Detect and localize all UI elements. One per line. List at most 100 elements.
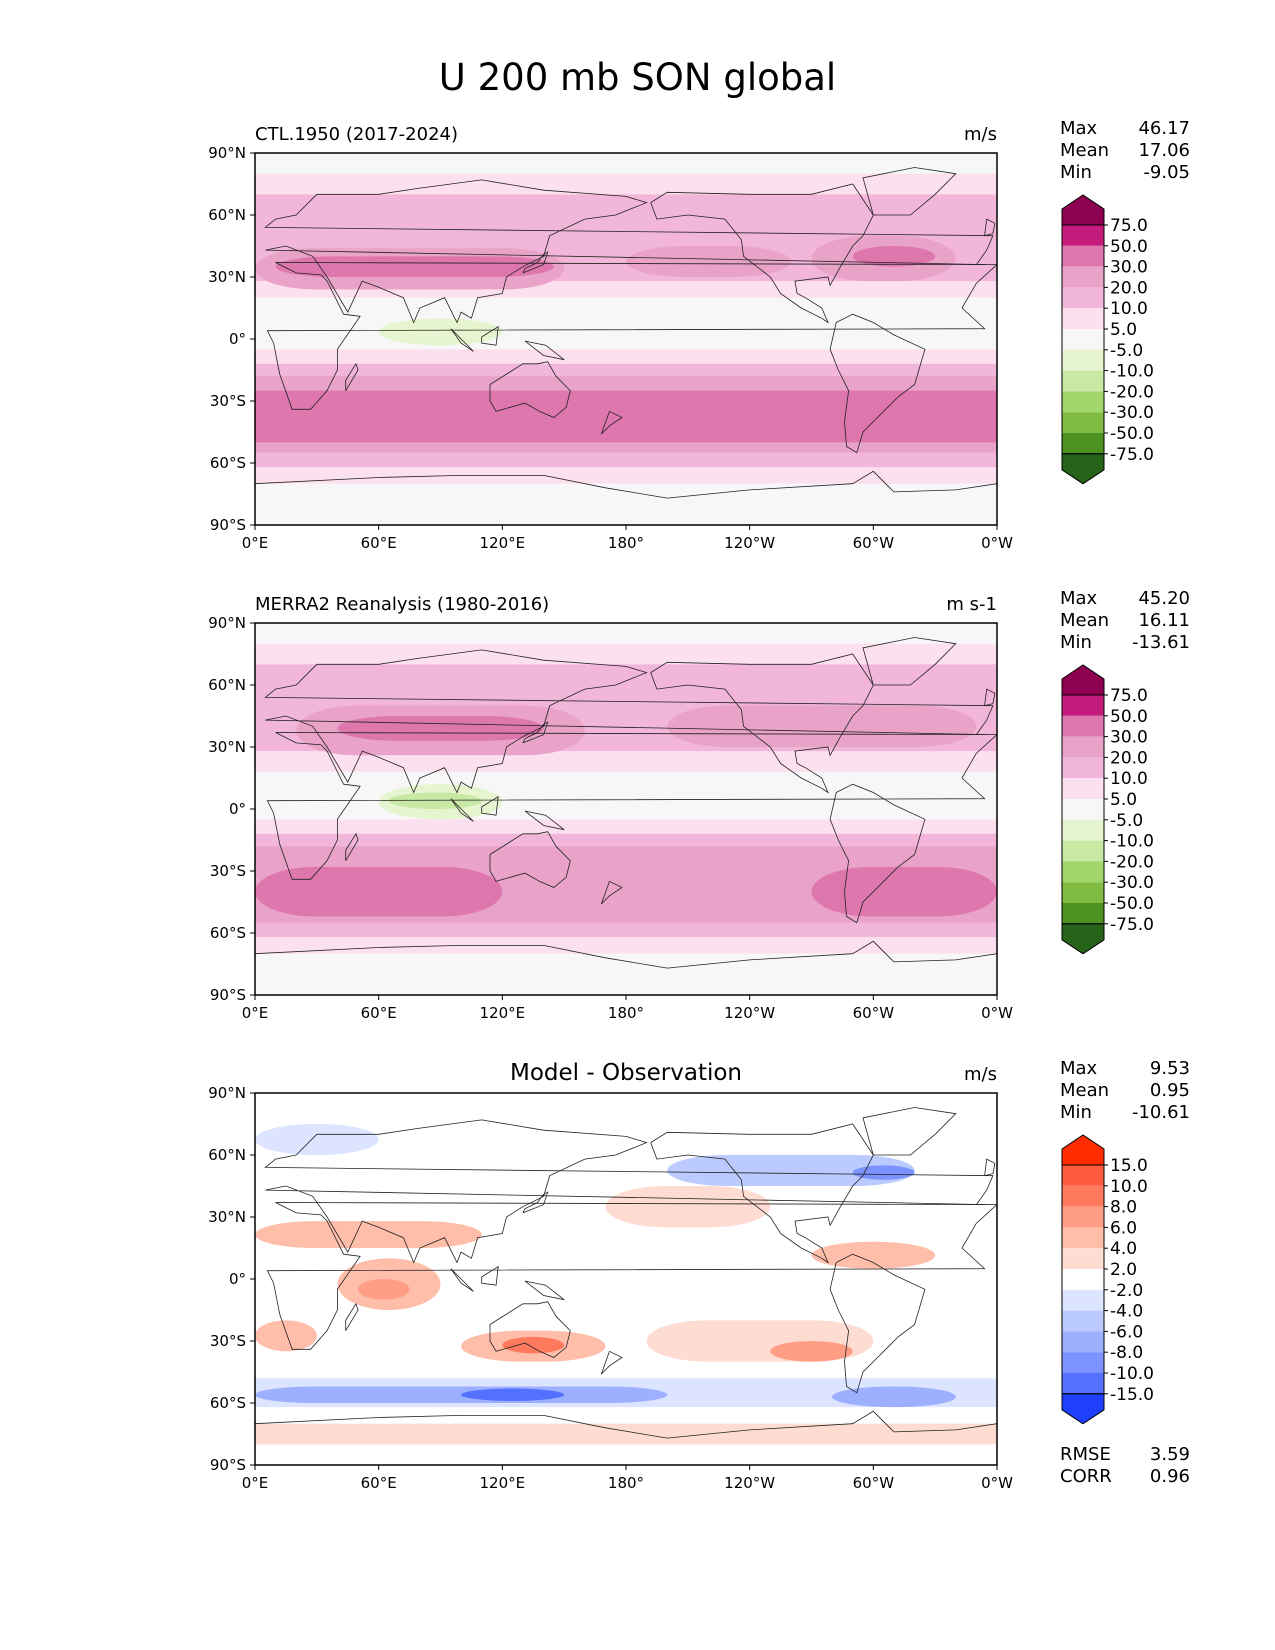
panel-title: Model - Observation — [509, 1060, 743, 1086]
contour-band — [388, 792, 482, 809]
colorbar-swatch — [1062, 349, 1104, 371]
coastline — [600, 410, 623, 435]
coastline — [255, 470, 997, 525]
page-title: U 200 mb SON global — [438, 56, 837, 99]
colorbar-label: 8.0 — [1110, 1198, 1137, 1218]
x-tick-label: 60°E — [361, 1004, 397, 1022]
coastline — [650, 183, 874, 324]
x-tick-label: 0°E — [242, 1004, 269, 1022]
colorbar-label: -2.0 — [1110, 1281, 1143, 1301]
y-tick-label: 90°S — [210, 986, 246, 1004]
x-tick-label: 120°W — [724, 1004, 775, 1022]
y-tick-label: 60°S — [210, 1394, 246, 1412]
colorbar-swatch — [1062, 1165, 1104, 1186]
coastline — [264, 179, 994, 324]
stats-block: Max 9.53 Mean 0.95 Min -10.61 — [1060, 1058, 1190, 1124]
y-tick-label: 0° — [229, 1270, 246, 1288]
colorbar-swatch — [1062, 882, 1104, 903]
stat-mean-label: Mean — [1060, 610, 1110, 631]
coastline — [266, 732, 997, 880]
colorbar-label: 30.0 — [1110, 258, 1148, 278]
y-tick-label: 30°N — [208, 268, 246, 286]
x-tick-label: 0°E — [242, 1474, 269, 1492]
contour-band — [832, 1386, 956, 1408]
colorbar-label: 50.0 — [1110, 707, 1148, 727]
x-tick-label: 0°W — [981, 1004, 1013, 1022]
stat-mean-label: Mean — [1060, 1080, 1110, 1101]
colorbar-extend-top — [1061, 664, 1105, 696]
stat-mean-value: 0.95 — [1149, 1080, 1190, 1101]
contour-band — [255, 1124, 379, 1155]
stat-max-label: Max — [1060, 118, 1098, 139]
colorbar-swatch — [1062, 1310, 1104, 1332]
colorbar-2: 75.050.030.020.010.05.0-5.0-10.0-20.0-30… — [1061, 664, 1154, 955]
colorbar-label: -8.0 — [1110, 1343, 1143, 1363]
coastline — [829, 783, 926, 924]
panel-difference: Model - Observation m/s Max 9.53 Mean 0.95… — [0, 0, 1275, 1487]
x-tick-label: 0°E — [242, 534, 269, 552]
x-tick-label: 180° — [608, 1474, 644, 1492]
y-tick-label: 90°S — [210, 1456, 246, 1474]
y-tick-label: 90°N — [208, 144, 246, 162]
colorbar-frame — [1061, 694, 1105, 925]
coastline — [481, 795, 499, 816]
colorbar-extend-bottom — [1061, 1393, 1105, 1425]
y-tick-label: 30°S — [210, 1332, 246, 1350]
colorbar-swatch — [1062, 391, 1104, 413]
colorbar-swatch — [1062, 1373, 1104, 1394]
contour-band — [811, 866, 997, 917]
coastline — [522, 251, 549, 274]
y-tick-label: 60°N — [208, 206, 246, 224]
units-label: m/s — [964, 1064, 997, 1085]
coastline — [862, 1107, 957, 1156]
y-tick-label: 60°S — [210, 924, 246, 942]
colorbar-swatch — [1062, 715, 1104, 737]
x-tick-label: 60°E — [361, 534, 397, 552]
coastline — [862, 637, 957, 686]
stat-mean-label: Mean — [1060, 140, 1110, 161]
coastline — [481, 325, 499, 346]
coastline — [650, 1123, 874, 1264]
contour-band — [852, 246, 936, 267]
y-tick-label: 0° — [229, 800, 246, 818]
contour-band — [667, 705, 977, 747]
y-tick-label: 30°N — [208, 738, 246, 756]
colorbar-swatch — [1062, 433, 1104, 454]
coastline — [481, 1265, 499, 1286]
coastline — [600, 1350, 623, 1375]
stat-min-value: -9.05 — [1143, 162, 1190, 183]
y-tick-label: 90°N — [208, 614, 246, 632]
panel-title: MERRA2 Reanalysis (1980-2016) — [255, 594, 550, 615]
contour-band — [626, 246, 791, 277]
coastline — [650, 653, 874, 794]
contour-band — [502, 1336, 565, 1354]
coastline — [524, 340, 565, 361]
contour-band — [337, 716, 544, 741]
x-tick-label: 60°E — [361, 1474, 397, 1492]
colorbar-extend-bottom — [1061, 453, 1105, 485]
map-panel-1: 0°E 60°E 120°E 180° 120°W 60°W 0°W 90°N 60°N 30°N… — [208, 144, 1013, 552]
x-tick-label: 120°E — [480, 1474, 526, 1492]
colorbar-1: 75.050.030.020.010.05.0-5.0-10.0-20.0-30… — [1061, 194, 1154, 485]
contour-band — [770, 1341, 853, 1362]
colorbar-swatch — [1062, 266, 1104, 288]
stat-mean-value: 16.11 — [1138, 610, 1190, 631]
colorbar-label: -50.0 — [1110, 424, 1154, 444]
colorbar-label: -10.0 — [1110, 1364, 1154, 1384]
stats-block: Max 45.20 Mean 16.11 Min -13.61 — [1060, 588, 1190, 654]
colorbar-swatch — [1062, 1248, 1104, 1269]
x-tick-label: 120°E — [480, 1004, 526, 1022]
contour-band — [461, 1388, 565, 1401]
coastline — [489, 361, 571, 418]
colorbar-label: -6.0 — [1110, 1322, 1143, 1342]
colorbar-swatch — [1062, 903, 1104, 924]
coastline — [600, 880, 623, 905]
colorbar-swatch — [1062, 1331, 1104, 1353]
colorbar-label: -10.0 — [1110, 832, 1154, 852]
map-panel-2: 0°E 60°E 120°E 180° 120°W 60°W 0°W 90°N 60°N 30°N… — [208, 614, 1013, 1022]
coastline — [264, 649, 994, 794]
stat-mean-value: 17.06 — [1138, 140, 1190, 161]
coastline — [264, 1119, 994, 1264]
x-tick-label: 120°W — [724, 534, 775, 552]
